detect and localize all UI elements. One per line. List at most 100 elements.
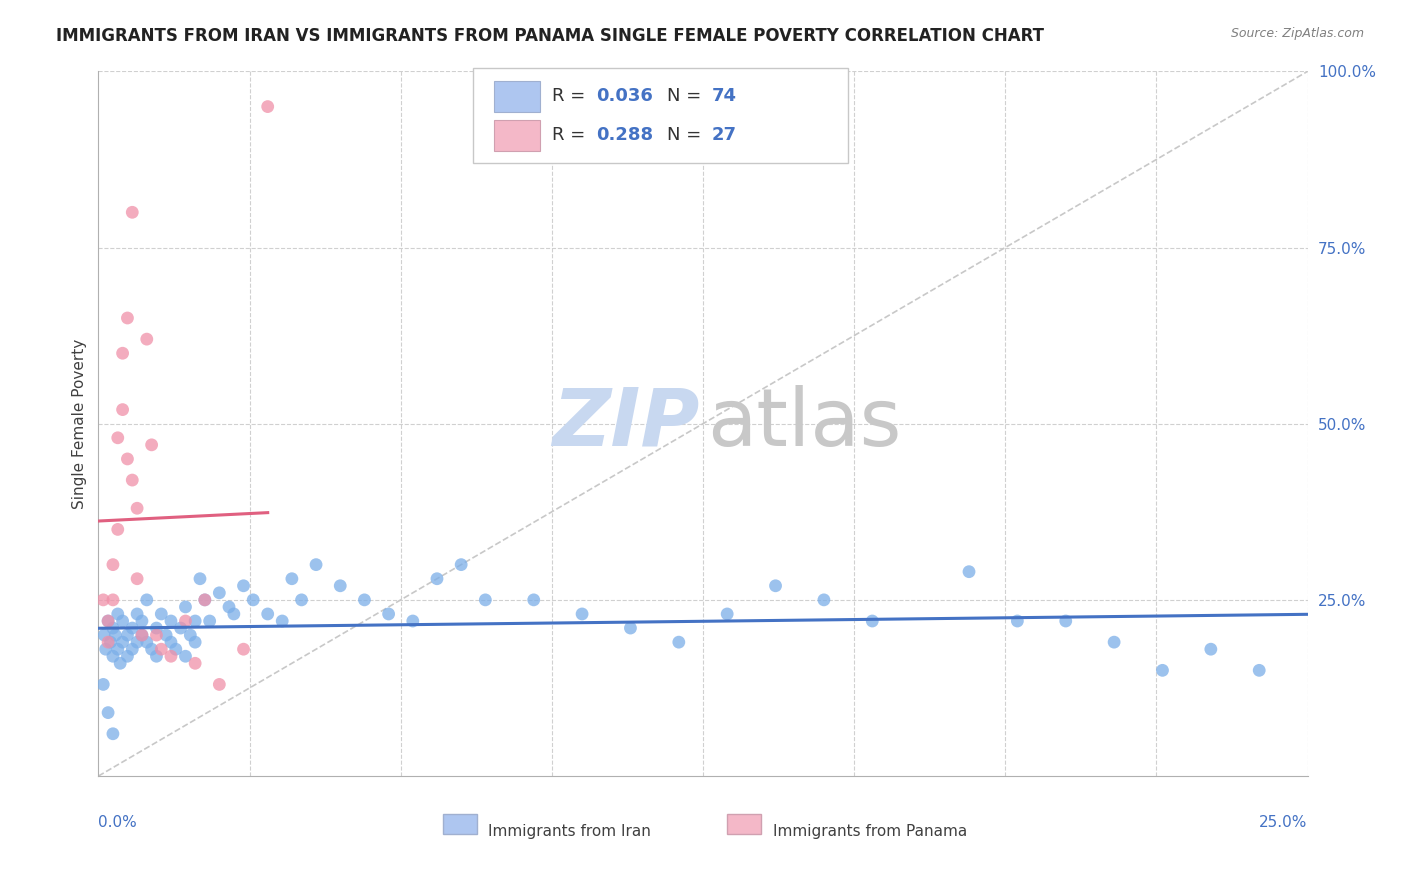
Point [232, 642, 254, 657]
Point [145, 621, 167, 635]
Text: 27: 27 [711, 127, 737, 145]
Point [141, 642, 163, 657]
Point [101, 621, 124, 635]
Point [155, 628, 177, 642]
Point [127, 635, 149, 649]
Point [111, 635, 134, 649]
Point [450, 558, 472, 572]
Point [150, 607, 173, 621]
Text: N =: N = [666, 127, 707, 145]
Text: 74: 74 [711, 87, 737, 105]
Text: R =: R = [551, 87, 591, 105]
Point [1102, 635, 1125, 649]
Point [222, 607, 245, 621]
Point [281, 572, 304, 586]
Point [1054, 614, 1077, 628]
Point [97, 706, 120, 720]
Text: 0.288: 0.288 [596, 127, 654, 145]
Point [121, 473, 143, 487]
FancyBboxPatch shape [474, 68, 848, 163]
Text: 0.036: 0.036 [596, 87, 654, 105]
Text: N =: N = [666, 87, 707, 105]
Point [305, 558, 328, 572]
Text: Immigrants from Iran: Immigrants from Iran [488, 824, 651, 839]
Point [329, 579, 352, 593]
Point [377, 607, 399, 621]
Point [208, 677, 231, 691]
Point [121, 205, 143, 219]
Point [1249, 664, 1271, 678]
Y-axis label: Single Female Poverty: Single Female Poverty [72, 339, 87, 508]
Point [135, 635, 157, 649]
Text: 25.0%: 25.0% [1260, 814, 1308, 830]
Point [160, 614, 183, 628]
Point [474, 592, 496, 607]
Point [135, 332, 157, 346]
Point [101, 727, 124, 741]
Point [160, 649, 183, 664]
Point [571, 607, 593, 621]
Point [174, 599, 197, 614]
Point [184, 614, 207, 628]
Point [107, 523, 129, 537]
Point [256, 607, 278, 621]
FancyBboxPatch shape [494, 80, 540, 112]
Point [131, 614, 153, 628]
Point [117, 311, 139, 326]
Point [91, 677, 114, 691]
Text: ZIP: ZIP [553, 384, 699, 463]
Point [101, 649, 124, 664]
Point [290, 592, 312, 607]
Text: IMMIGRANTS FROM IRAN VS IMMIGRANTS FROM PANAMA SINGLE FEMALE POVERTY CORRELATION: IMMIGRANTS FROM IRAN VS IMMIGRANTS FROM … [56, 27, 1045, 45]
Point [716, 607, 738, 621]
Point [188, 572, 211, 586]
Point [107, 607, 129, 621]
Point [1007, 614, 1029, 628]
Point [860, 614, 883, 628]
Point [957, 565, 980, 579]
Point [97, 614, 120, 628]
Point [97, 635, 120, 649]
Point [145, 628, 167, 642]
Point [165, 642, 187, 657]
Point [141, 438, 163, 452]
Point [208, 586, 231, 600]
Point [179, 628, 201, 642]
Point [169, 621, 191, 635]
Point [198, 614, 221, 628]
Point [160, 635, 183, 649]
Point [402, 614, 425, 628]
Point [108, 657, 131, 671]
Point [111, 402, 134, 417]
Point [1152, 664, 1174, 678]
Text: atlas: atlas [707, 384, 901, 463]
Point [111, 614, 134, 628]
Point [242, 592, 264, 607]
Point [523, 592, 546, 607]
Text: R =: R = [551, 127, 591, 145]
Point [91, 592, 114, 607]
Point [100, 635, 122, 649]
Point [668, 635, 690, 649]
Point [426, 572, 449, 586]
Text: 0.0%: 0.0% [98, 814, 138, 830]
Point [271, 614, 294, 628]
Point [353, 592, 375, 607]
Point [232, 579, 254, 593]
Point [135, 592, 157, 607]
Point [131, 628, 153, 642]
FancyBboxPatch shape [494, 120, 540, 151]
Point [184, 657, 207, 671]
Point [117, 451, 139, 466]
Point [117, 628, 139, 642]
Point [184, 635, 207, 649]
Point [145, 649, 167, 664]
Point [174, 649, 197, 664]
Point [104, 628, 127, 642]
Text: Immigrants from Panama: Immigrants from Panama [773, 824, 967, 839]
Point [121, 621, 143, 635]
Point [107, 642, 129, 657]
Point [194, 592, 217, 607]
Point [111, 346, 134, 360]
Point [813, 592, 835, 607]
